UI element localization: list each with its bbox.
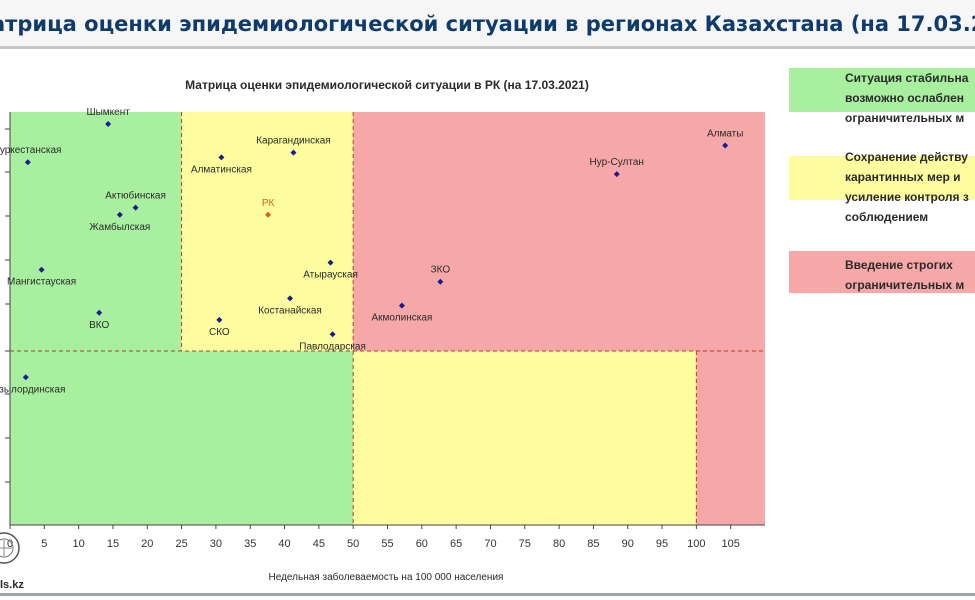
data-label: Костанайская	[258, 305, 322, 316]
data-point	[437, 278, 444, 285]
chart-title: Матрица оценки эпидемиологической ситуац…	[185, 78, 589, 92]
x-tick-label: 60	[416, 538, 428, 550]
data-label: Кызылординская	[0, 384, 65, 395]
x-tick-label: 25	[175, 538, 187, 550]
x-tick-label: 105	[722, 538, 740, 550]
divider-group	[10, 112, 765, 525]
data-point	[329, 331, 336, 338]
data-point	[24, 159, 31, 166]
x-tick-label: 5	[41, 538, 47, 550]
legend-swatch	[789, 68, 975, 112]
x-tick-label: 20	[141, 538, 153, 550]
slide-title: атрица оценки эпидемиологической ситуаци…	[0, 0, 975, 49]
data-point	[287, 295, 294, 302]
x-tick-label: 35	[244, 538, 256, 550]
legend-text: Введение строгих ограничительных м	[845, 258, 965, 292]
data-label: ЗКО	[431, 265, 451, 276]
zone-green-upper	[10, 112, 182, 351]
data-point	[290, 149, 297, 156]
data-label: Актюбинская	[105, 190, 166, 202]
data-label: Атырауская	[303, 270, 358, 281]
x-tick-label: 30	[210, 538, 222, 550]
data-point	[105, 120, 112, 127]
x-tick-label: 85	[587, 538, 599, 550]
data-label: Алматы	[707, 128, 744, 139]
data-point	[38, 266, 45, 273]
data-label: Карагандинская	[256, 136, 331, 147]
logo-text: ls.kz	[0, 579, 24, 591]
x-tick-label: 75	[519, 538, 531, 550]
x-tick-label: 15	[107, 538, 119, 550]
zone-red-lower	[696, 351, 765, 525]
x-tick-label: 65	[450, 538, 462, 550]
data-label: Нур-Султан	[590, 157, 644, 168]
data-label: ВКО	[89, 320, 109, 331]
x-tick-label: 70	[484, 538, 496, 550]
data-point	[216, 316, 223, 323]
zone-yellow-lower	[353, 351, 697, 525]
data-point	[265, 211, 272, 218]
data-label: Шымкент	[86, 107, 130, 118]
data-point	[613, 171, 620, 178]
zone-green-lower	[10, 351, 354, 525]
x-tick-label: 50	[347, 538, 359, 550]
x-tick-label: 0	[7, 538, 13, 550]
point-group: Шымкент Туркестанская Алматинская Караганди…	[0, 107, 743, 395]
zone-group	[10, 112, 765, 525]
zone-yellow-upper	[181, 112, 354, 351]
data-label: Павлодарская	[299, 341, 366, 352]
data-label: Туркестанская	[0, 145, 61, 156]
data-point	[327, 259, 334, 266]
x-tick-label: 45	[313, 538, 325, 550]
x-tick-label: 90	[622, 538, 634, 550]
emblem-logo	[0, 532, 20, 564]
data-point	[398, 302, 405, 309]
data-label: РК	[262, 198, 275, 209]
x-tick-label: 10	[73, 538, 85, 550]
x-tick-label: 95	[656, 538, 668, 550]
data-label: Акмолинская	[372, 313, 433, 324]
data-point	[116, 211, 123, 218]
legend-swatch	[789, 156, 975, 200]
x-tick-label: 100	[687, 538, 705, 550]
legend-text: Ситуация стабильна возможно ослаблен огр…	[845, 71, 969, 125]
data-label: Мангистауская	[7, 277, 76, 288]
data-point	[22, 374, 29, 381]
data-point	[132, 204, 139, 211]
footer-divider	[0, 593, 975, 596]
axes: 0 5 10 15 20 25 30 35 40 45 50 55 60 65 70 75 80 85 90 95 10…	[5, 112, 765, 550]
data-point	[218, 154, 225, 161]
x-axis-label: Недельная заболеваемость на 100 000 насе…	[269, 571, 504, 583]
data-label: Жамбылская	[89, 221, 150, 233]
data-point	[96, 309, 103, 316]
x-tick-label: 55	[381, 538, 393, 550]
zone-red-upper	[353, 112, 765, 351]
legend-swatch	[789, 251, 975, 293]
x-tick-label: 80	[553, 538, 565, 550]
data-label: Алматинская	[191, 164, 252, 175]
legend-text: Сохранение действу карантинных мер и уси…	[845, 150, 969, 224]
x-tick-label: 40	[278, 538, 290, 550]
data-point	[722, 142, 729, 149]
data-label: СКО	[209, 327, 230, 338]
